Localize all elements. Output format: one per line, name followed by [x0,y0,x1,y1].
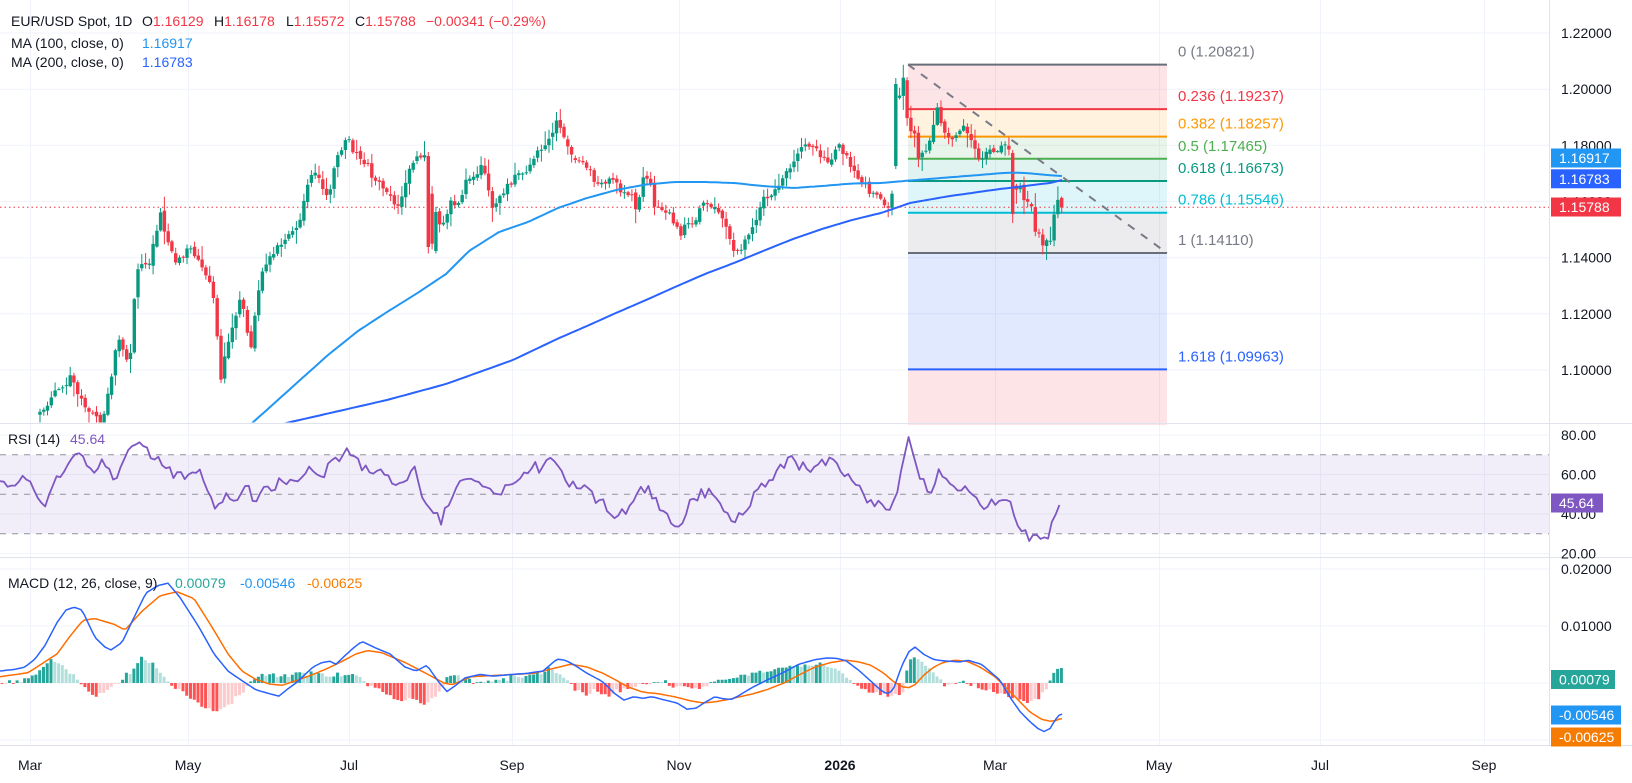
svg-text:Jul: Jul [1311,757,1329,773]
svg-text:1.16917: 1.16917 [142,35,193,51]
svg-text:1.16783: 1.16783 [142,54,193,70]
svg-text:Sep: Sep [1472,757,1497,773]
svg-text:20.00: 20.00 [1561,546,1596,562]
svg-text:1.15788: 1.15788 [1559,199,1610,215]
svg-text:1.16917: 1.16917 [1559,150,1610,166]
svg-text:Mar: Mar [983,757,1007,773]
svg-text:1.618 (1.09963): 1.618 (1.09963) [1178,348,1284,365]
svg-text:H1.16178: H1.16178 [214,13,275,29]
svg-text:0.00079: 0.00079 [175,575,226,591]
svg-text:May: May [175,757,201,773]
svg-text:0 (1.20821): 0 (1.20821) [1178,44,1255,61]
svg-text:Nov: Nov [667,757,692,773]
svg-text:O1.16129: O1.16129 [142,13,204,29]
svg-text:45.64: 45.64 [1559,495,1594,511]
svg-text:1.12000: 1.12000 [1561,306,1612,322]
svg-text:-0.00625: -0.00625 [1559,729,1614,745]
svg-text:0.00079: 0.00079 [1559,672,1610,688]
svg-text:0.5 (1.17465): 0.5 (1.17465) [1178,138,1267,155]
svg-text:RSI (14): RSI (14) [8,431,60,447]
svg-text:May: May [1146,757,1172,773]
svg-text:EUR/USD Spot, 1D: EUR/USD Spot, 1D [11,13,132,29]
svg-text:0.01000: 0.01000 [1561,618,1612,634]
svg-text:2026: 2026 [824,757,855,773]
svg-text:1.20000: 1.20000 [1561,81,1612,97]
svg-text:0.236 (1.19237): 0.236 (1.19237) [1178,88,1284,105]
svg-text:Jul: Jul [340,757,358,773]
svg-text:1 (1.14110): 1 (1.14110) [1178,232,1254,249]
svg-text:-0.00546: -0.00546 [1559,707,1614,723]
svg-text:1.10000: 1.10000 [1561,362,1612,378]
svg-text:MA (100, close, 0): MA (100, close, 0) [11,35,124,51]
svg-text:0.786 (1.15546): 0.786 (1.15546) [1178,192,1284,209]
svg-text:0.382 (1.18257): 0.382 (1.18257) [1178,116,1284,133]
svg-text:1.22000: 1.22000 [1561,25,1612,41]
svg-text:Sep: Sep [500,757,525,773]
svg-text:MA (200, close, 0): MA (200, close, 0) [11,54,124,70]
svg-text:−0.00341 (−0.29%): −0.00341 (−0.29%) [426,13,546,29]
svg-text:45.64: 45.64 [70,431,105,447]
svg-text:-0.00546: -0.00546 [240,575,295,591]
svg-text:0.618 (1.16673): 0.618 (1.16673) [1178,160,1284,177]
svg-text:1.16783: 1.16783 [1559,171,1610,187]
svg-text:MACD (12, 26, close, 9): MACD (12, 26, close, 9) [8,575,157,591]
svg-text:Mar: Mar [18,757,42,773]
svg-text:80.00: 80.00 [1561,427,1596,443]
svg-text:60.00: 60.00 [1561,467,1596,483]
svg-text:-0.00625: -0.00625 [307,575,362,591]
svg-text:C1.15788: C1.15788 [355,13,416,29]
svg-text:1.14000: 1.14000 [1561,250,1612,266]
svg-text:L1.15572: L1.15572 [286,13,345,29]
svg-text:0.02000: 0.02000 [1561,561,1612,577]
